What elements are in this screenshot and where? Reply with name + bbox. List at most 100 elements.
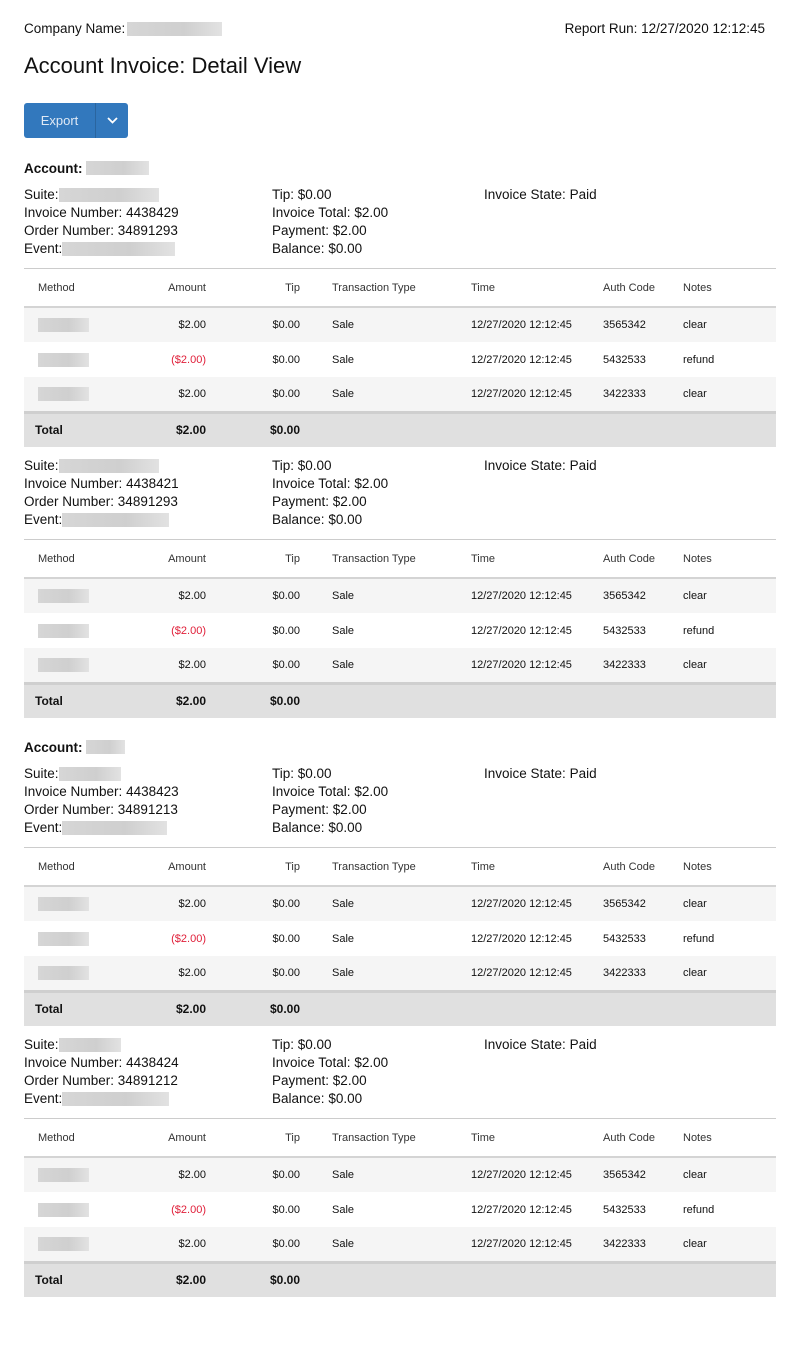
table-footer: Total $2.00 $0.00 bbox=[24, 989, 776, 1026]
info-label: Invoice Number: bbox=[24, 784, 123, 799]
method-cell bbox=[24, 1192, 154, 1227]
time-cell: 12/27/2020 12:12:45 bbox=[471, 1227, 595, 1262]
table-header: Method Amount Tip Transaction Type Time Auth … bbox=[24, 269, 776, 308]
notes-cell: clear bbox=[675, 648, 776, 683]
summary-col-2: Tip: $0.00 Invoice Total: $2.00 Payment: $… bbox=[272, 186, 484, 258]
info-line: Balance: $0.00 bbox=[272, 1090, 484, 1108]
column-header: Transaction Type bbox=[300, 269, 471, 308]
summary-col-1: Suite: Invoice Number: 4438429 Order Numbe… bbox=[24, 186, 272, 258]
divider bbox=[24, 539, 776, 540]
table-row: ($2.00) $0.00 Sale 12/27/2020 12:12:45 54325… bbox=[24, 342, 776, 377]
redacted-value bbox=[62, 242, 176, 257]
invoice-block: Suite: Invoice Number: 4438429 Order Numbe… bbox=[24, 186, 776, 447]
total-filler bbox=[300, 681, 776, 718]
info-value: $2.00 bbox=[354, 476, 389, 491]
amount-cell: ($2.00) bbox=[171, 353, 206, 366]
tip-cell: $0.00 bbox=[272, 932, 300, 945]
auth-cell: 3422333 bbox=[595, 648, 675, 683]
total-tip: $0.00 bbox=[206, 1260, 300, 1297]
time-cell: 12/27/2020 12:12:45 bbox=[471, 307, 595, 342]
column-header: Transaction Type bbox=[300, 540, 471, 579]
info-label: Payment: bbox=[272, 1073, 330, 1088]
info-line: Invoice Number: 4438421 bbox=[24, 475, 272, 493]
auth-cell: 5432533 bbox=[603, 1203, 646, 1216]
table-row: ($2.00) $0.00 Sale 12/27/2020 12:12:45 54325… bbox=[24, 921, 776, 956]
info-label: Order Number: bbox=[24, 223, 115, 238]
amount-cell: ($2.00) bbox=[171, 624, 206, 637]
redacted-value bbox=[38, 1236, 89, 1251]
total-amount: $2.00 bbox=[154, 989, 206, 1026]
info-line: Tip: $0.00 bbox=[272, 186, 484, 204]
tip-cell: $0.00 bbox=[206, 377, 300, 412]
info-line: Tip: $0.00 bbox=[272, 457, 484, 475]
table-body: $2.00 $0.00 Sale 12/27/2020 12:12:45 3565342… bbox=[24, 307, 776, 412]
summary-col-1: Suite: Invoice Number: 4438423 Order Numbe… bbox=[24, 765, 272, 837]
info-line: Invoice Number: 4438423 bbox=[24, 783, 272, 801]
export-dropdown-toggle[interactable] bbox=[96, 103, 128, 138]
notes-cell: clear bbox=[675, 1157, 776, 1192]
info-label: Suite: bbox=[24, 458, 59, 473]
time-cell: 12/27/2020 12:12:45 bbox=[471, 377, 595, 412]
auth-cell: 3565342 bbox=[595, 307, 675, 342]
method-cell bbox=[24, 1157, 154, 1192]
info-value: 34891293 bbox=[117, 494, 178, 509]
info-value: 34891213 bbox=[117, 802, 178, 817]
account-group: Account: Suite: Invoice Number: 4438429 Ord… bbox=[24, 158, 776, 718]
method-cell bbox=[24, 921, 154, 956]
summary-col-2: Tip: $0.00 Invoice Total: $2.00 Payment: $… bbox=[272, 1036, 484, 1108]
tip-cell: $0.00 bbox=[206, 648, 300, 683]
total-row: Total $2.00 $0.00 bbox=[24, 410, 776, 447]
tip-cell: $0.00 bbox=[206, 1157, 300, 1192]
info-label: Event: bbox=[24, 1091, 63, 1106]
redacted-value bbox=[58, 767, 121, 782]
info-line: Payment: $2.00 bbox=[272, 222, 484, 240]
time-cell: 12/27/2020 12:12:45 bbox=[471, 886, 595, 921]
column-header: Notes bbox=[675, 1119, 776, 1158]
type-cell: Sale bbox=[332, 353, 355, 366]
auth-cell: 5432533 bbox=[603, 624, 646, 637]
header-row: Method Amount Tip Transaction Type Time Auth … bbox=[24, 269, 776, 308]
info-label: Tip: bbox=[272, 1037, 295, 1052]
total-row: Total $2.00 $0.00 bbox=[24, 1260, 776, 1297]
info-line: Event: bbox=[24, 240, 272, 258]
tip-cell: $0.00 bbox=[206, 956, 300, 991]
page-title: Account Invoice: Detail View bbox=[24, 53, 302, 78]
summary-col-3: Invoice State: Paid bbox=[484, 186, 597, 258]
tip-cell: $0.00 bbox=[206, 1227, 300, 1262]
table-row: $2.00 $0.00 Sale 12/27/2020 12:12:45 3422333… bbox=[24, 1227, 776, 1262]
chevron-down-icon bbox=[106, 117, 118, 124]
time-cell: 12/27/2020 12:12:45 bbox=[471, 648, 595, 683]
info-label: Suite: bbox=[24, 187, 59, 202]
amount-cell: $2.00 bbox=[154, 648, 206, 683]
info-label: Event: bbox=[24, 512, 63, 527]
method-cell bbox=[24, 342, 154, 377]
redacted-value bbox=[85, 740, 125, 754]
info-value: $2.00 bbox=[354, 784, 389, 799]
table-footer: Total $2.00 $0.00 bbox=[24, 410, 776, 447]
header-row: Method Amount Tip Transaction Type Time Auth … bbox=[24, 1119, 776, 1158]
info-label: Payment: bbox=[272, 494, 330, 509]
info-value: $2.00 bbox=[332, 1073, 367, 1088]
amount-cell: $2.00 bbox=[154, 377, 206, 412]
column-header: Time bbox=[471, 540, 595, 579]
column-header: Amount bbox=[154, 540, 206, 579]
column-header: Notes bbox=[675, 269, 776, 308]
column-header: Auth Code bbox=[595, 540, 675, 579]
export-button[interactable]: Export bbox=[24, 103, 96, 138]
info-label: Payment: bbox=[272, 223, 330, 238]
total-row: Total $2.00 $0.00 bbox=[24, 989, 776, 1026]
account-label: Account: bbox=[24, 739, 83, 755]
table-row: $2.00 $0.00 Sale 12/27/2020 12:12:45 3422333… bbox=[24, 377, 776, 412]
auth-cell: 5432533 bbox=[603, 932, 646, 945]
time-cell: 12/27/2020 12:12:45 bbox=[471, 932, 572, 945]
redacted-value bbox=[58, 459, 159, 474]
amount-cell: $2.00 bbox=[154, 307, 206, 342]
redacted-value bbox=[58, 188, 159, 203]
type-cell: Sale bbox=[332, 932, 355, 945]
amount-cell: ($2.00) bbox=[171, 932, 206, 945]
tip-cell: $0.00 bbox=[206, 307, 300, 342]
info-label: Invoice Total: bbox=[272, 476, 351, 491]
column-header: Auth Code bbox=[595, 269, 675, 308]
info-line: Suite: bbox=[24, 186, 272, 204]
method-cell bbox=[24, 886, 154, 921]
